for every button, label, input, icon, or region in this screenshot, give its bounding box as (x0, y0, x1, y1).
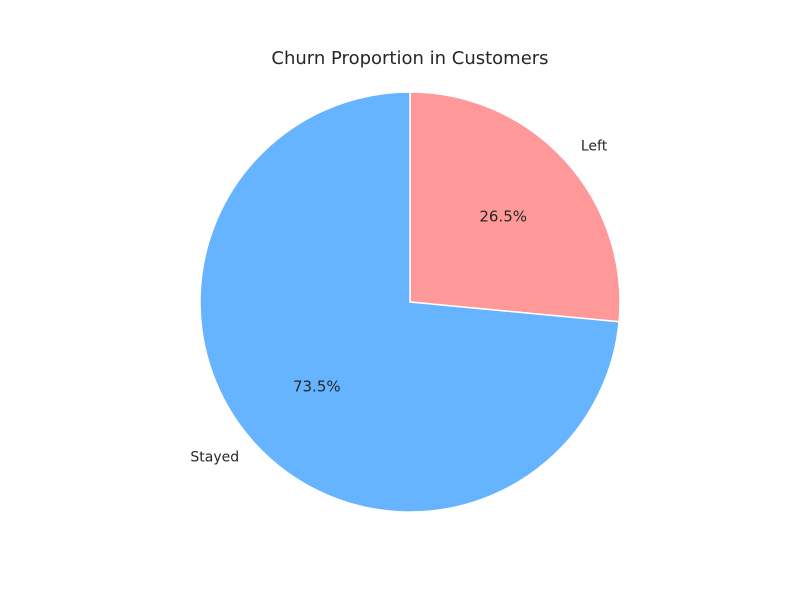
pie-slice-left (409, 91, 621, 323)
slice-label-left: Left (581, 139, 608, 155)
slice-percent-stayed: 73.5% (293, 377, 341, 395)
slice-percent-left: 26.5% (479, 208, 527, 226)
slice-label-stayed: Stayed (190, 449, 239, 465)
pie-labels: Left 26.5% Stayed 73.5% (190, 139, 607, 466)
pie-slice-stayed (199, 91, 620, 513)
chart-title: Churn Proportion in Customers (271, 48, 548, 69)
pie-slices (199, 91, 621, 513)
